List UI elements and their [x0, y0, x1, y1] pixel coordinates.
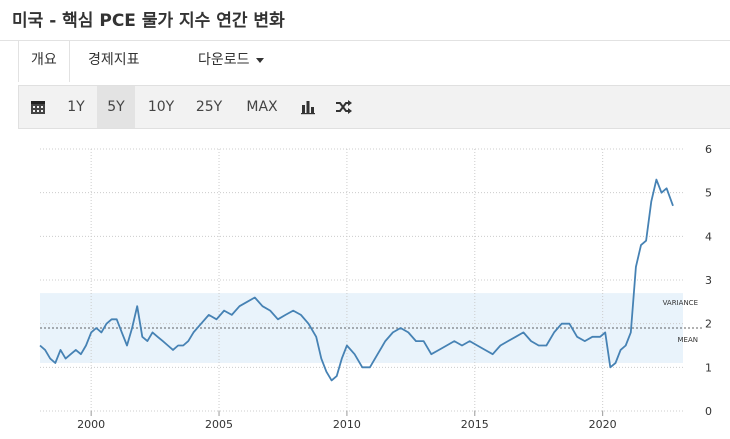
- range-5y-button[interactable]: 5Y: [97, 86, 135, 128]
- shuffle-icon[interactable]: [329, 86, 359, 128]
- tab-indicators-label: 경제지표: [88, 52, 140, 68]
- variance-label: VARIANCE: [663, 299, 698, 307]
- caret-down-icon: [255, 57, 264, 63]
- range-25y-button[interactable]: 25Y: [195, 99, 223, 115]
- tab-overview-label: 개요: [31, 52, 57, 68]
- y-tick-label-3: 3: [705, 274, 712, 287]
- x-tick-label-4: 2020: [589, 418, 617, 431]
- range-max-button[interactable]: MAX: [246, 99, 278, 115]
- series-line: [39, 178, 674, 382]
- line-chart: 0 1 2 3 4 5 6 2000 2005 2010 2015 2020 VARIANCE MEAN: [39, 143, 712, 431]
- tab-download[interactable]: 다운로드: [198, 41, 264, 81]
- y-tick-label-1: 1: [705, 361, 712, 374]
- page-title: 미국 - 핵심 PCE 물가 지수 연간 변화: [12, 11, 285, 31]
- y-tick-label-4: 4: [705, 230, 712, 243]
- tab-overview[interactable]: 개요: [18, 41, 70, 82]
- range-1y-button[interactable]: 1Y: [67, 99, 85, 115]
- x-tick-label-0: 2000: [77, 418, 105, 431]
- bar-chart-icon[interactable]: [293, 86, 323, 128]
- y-tick-label-6: 6: [705, 143, 712, 156]
- tab-bar: 개요 경제지표 다운로드: [0, 40, 730, 82]
- y-tick-label-0: 0: [705, 405, 712, 418]
- x-tick-label-1: 2005: [205, 418, 233, 431]
- chart-toolbar: 1Y 5Y 10Y 25Y MAX: [18, 85, 730, 129]
- tab-download-label: 다운로드: [198, 52, 250, 68]
- x-tick-label-2: 2010: [333, 418, 361, 431]
- y-tick-label-5: 5: [705, 187, 712, 200]
- calendar-icon[interactable]: [23, 86, 53, 128]
- range-10y-button[interactable]: 10Y: [147, 99, 175, 115]
- mean-label: MEAN: [678, 336, 699, 344]
- y-tick-label-2: 2: [705, 318, 712, 331]
- tab-indicators[interactable]: 경제지표: [88, 41, 140, 81]
- x-tick-label-3: 2015: [461, 418, 489, 431]
